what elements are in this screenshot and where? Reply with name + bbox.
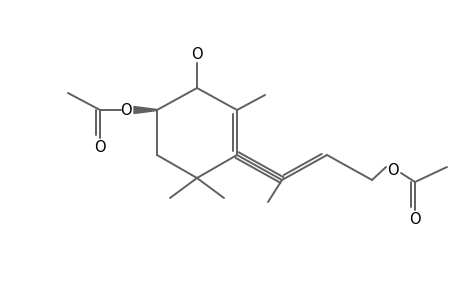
Polygon shape — [134, 106, 157, 113]
Text: O: O — [409, 212, 420, 226]
Text: O: O — [386, 163, 398, 178]
Text: O: O — [191, 46, 202, 62]
Text: O: O — [94, 140, 106, 154]
Text: O: O — [120, 103, 132, 118]
